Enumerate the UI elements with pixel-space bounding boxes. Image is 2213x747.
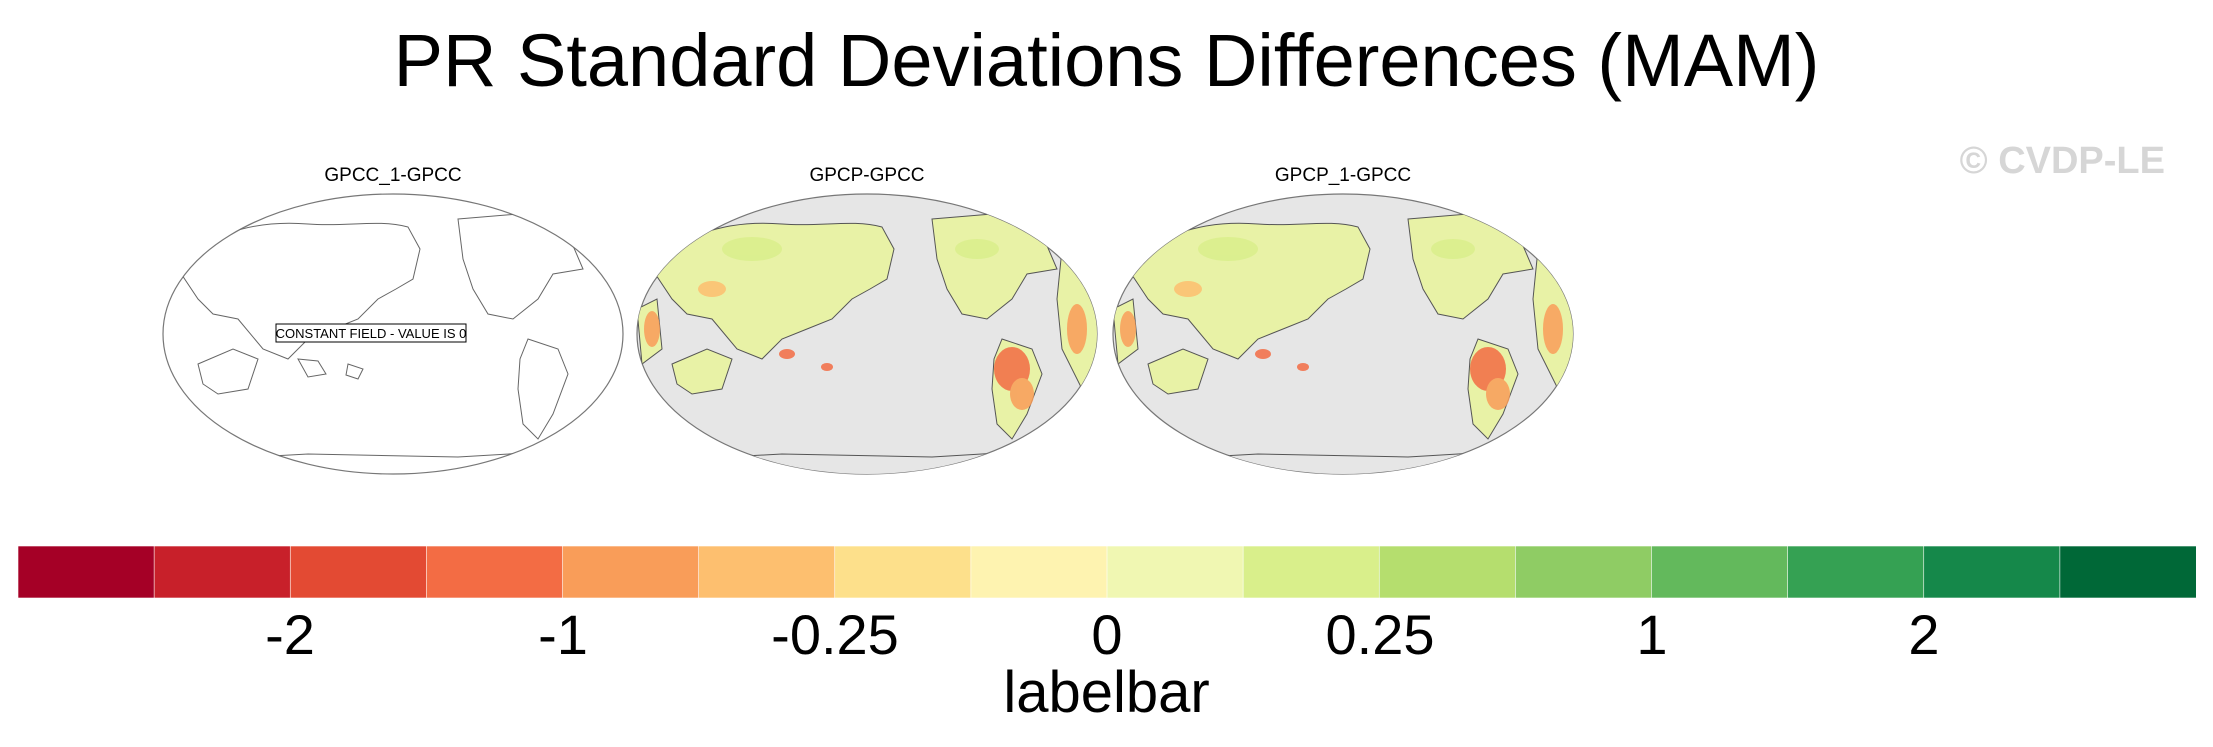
labelbar-swatch	[970, 546, 1108, 598]
labelbar-tick-label: 0.25	[1325, 603, 1435, 666]
panel-title: GPCP_1-GPCC	[1274, 165, 1412, 186]
constant-field-box	[275, 323, 467, 343]
map-panel-3: GPCP_1-GPCC	[1108, 165, 1578, 485]
labelbar-tick-label: 0	[1091, 603, 1123, 666]
labelbar-swatch	[562, 546, 700, 598]
map-panel-1: GPCC_1-GPCC CONSTANT FIELD - VALUE IS 0	[158, 165, 628, 485]
labelbar-swatch	[426, 546, 564, 598]
labelbar	[18, 546, 2196, 598]
labelbar-swatch	[1787, 546, 1925, 598]
labelbar-swatch	[698, 546, 836, 598]
labelbar-tick-label: -0.25	[771, 603, 899, 666]
labelbar-swatch	[2059, 546, 2196, 598]
labelbar-swatch	[1242, 546, 1381, 598]
figure-title: PR Standard Deviations Differences (MAM)	[393, 19, 1820, 102]
panel-title: GPCP-GPCC	[809, 165, 925, 186]
labelbar-tick-label: -1	[538, 603, 588, 666]
labelbar-tick-label: 1	[1636, 603, 1668, 666]
labelbar-swatch	[1378, 546, 1517, 598]
labelbar-tick-label: 2	[1908, 603, 1940, 666]
constant-field-note: CONSTANT FIELD - VALUE IS 0	[276, 326, 467, 341]
labelbar-swatch	[289, 546, 428, 598]
watermark: © CVDP-LE	[1959, 140, 2165, 182]
labelbar-swatch	[1106, 546, 1244, 598]
map-plot: CONSTANT FIELD - VALUE IS 0	[162, 193, 624, 475]
panel-title: GPCC_1-GPCC	[324, 165, 462, 186]
labelbar-swatch	[1923, 546, 2061, 598]
labelbar-title: labelbar	[1003, 660, 1210, 725]
labelbar-swatch	[834, 546, 972, 598]
map-panel-2: GPCP-GPCC	[632, 165, 1102, 485]
map-plot	[1112, 193, 1574, 475]
labelbar-tick-label: -2	[265, 603, 315, 666]
labelbar-swatch	[153, 546, 292, 598]
labelbar-swatch	[18, 546, 155, 598]
map-plot	[636, 193, 1098, 475]
labelbar-swatch	[1515, 546, 1653, 598]
labelbar-swatch	[1651, 546, 1789, 598]
